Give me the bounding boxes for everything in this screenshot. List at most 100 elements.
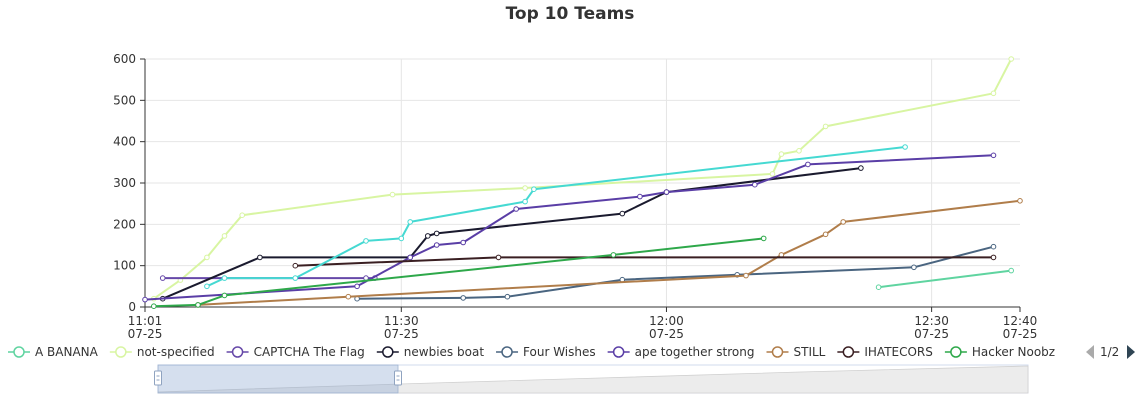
data-point [822,123,829,130]
data-point [911,264,917,271]
data-point [460,239,467,246]
data-point [159,275,166,281]
data-point [778,151,785,157]
data-point [495,254,502,261]
data-point [221,233,228,239]
legend-item[interactable]: not-specified [109,345,215,359]
legend-item[interactable]: CAPTCHA The Flag [226,345,365,359]
legend-pager[interactable]: 1/2 [1086,345,1135,359]
data-point [221,275,228,281]
legend-item[interactable]: A BANANA [8,345,99,359]
data-point [389,191,396,198]
legend-marker [501,346,513,358]
data-point [363,238,369,244]
data-point [292,262,299,269]
zoom-handle-left[interactable] [154,370,162,386]
series-line [162,167,862,300]
data-point [522,198,528,205]
series-lines [142,56,1023,310]
legend-marker [771,346,784,358]
data-point [151,303,157,310]
legend-label: ape together strong [635,345,755,359]
y-tick-label: 500 [113,93,136,107]
data-point [990,254,997,261]
data-point [195,302,201,308]
data-point [796,148,802,154]
data-point [663,189,670,195]
y-tick-label: 300 [113,176,136,190]
pager-label: 1/2 [1100,345,1119,359]
data-point [204,283,210,290]
data-point [354,283,360,290]
y-tick-label: 200 [113,217,136,231]
x-tick-label: 12:40 [1003,314,1038,328]
data-point [257,254,263,261]
data-point [292,275,299,281]
zoom-handle-right[interactable] [394,370,402,386]
x-tick-date-label: 07-25 [914,327,949,341]
legend-item[interactable]: ape together strong [607,345,755,359]
data-point [204,254,210,261]
data-point [637,193,643,200]
x-tick-label: 12:30 [914,314,949,328]
x-tick-label: 12:00 [649,314,684,328]
data-point [769,171,776,177]
series-6 [142,152,997,303]
legend-marker [231,346,244,358]
data-point [760,235,767,242]
data-point [743,272,749,279]
y-tick-label: 600 [113,52,136,66]
legend-marker [950,346,962,358]
data-point [221,292,228,299]
pager-next-icon[interactable] [1127,345,1135,359]
data-point [840,219,847,225]
legend-item[interactable]: IHATECORS [837,345,933,359]
x-tick-date-label: 07-25 [649,327,684,341]
pager-prev-icon[interactable] [1086,345,1094,359]
legend-label: Hacker Noobz [972,345,1055,359]
data-point [752,181,758,188]
legend-item[interactable]: Hacker Noobz [944,345,1055,359]
data-point [425,233,431,239]
data-point [805,161,811,168]
data-point [990,152,997,159]
data-zoom-slider[interactable] [154,364,1029,394]
y-tick-label: 400 [113,135,136,149]
data-point [619,210,626,217]
series-10 [204,144,908,290]
data-point [522,185,528,191]
series-line [295,256,994,267]
y-tick-label: 100 [113,259,136,273]
legend-marker [382,346,394,358]
data-point [531,186,537,192]
legend-item[interactable]: Four Wishes [496,345,596,359]
legend-item[interactable]: newbies boat [376,345,485,359]
legend-label: Four Wishes [523,345,596,359]
x-tick-label: 11:30 [384,314,419,328]
series-1 [875,267,1015,291]
data-point [1017,198,1023,204]
data-point [858,165,864,171]
chart-title: Top 10 Teams [506,4,635,24]
legend-marker [115,346,127,358]
data-point [610,252,617,258]
legend-item[interactable]: STILL [766,345,826,359]
data-point [345,293,352,300]
data-point [398,235,405,242]
y-tick-label: 0 [128,300,136,314]
legend[interactable]: A BANANA not-specified CAPTCHA The Flag new… [8,345,1135,359]
x-tick-date-label: 07-25 [128,327,163,341]
data-point [504,293,511,300]
series-2 [151,56,1015,302]
zoom-selection-window[interactable] [157,364,399,394]
x-tick-date-label: 07-25 [384,327,419,341]
data-point [142,296,148,303]
legend-label: CAPTCHA The Flag [254,345,365,359]
legend-label: A BANANA [35,345,99,359]
handle-grip-icon [154,370,162,386]
data-point [407,219,414,225]
data-point [990,243,997,250]
series-4 [159,165,864,302]
data-point [902,144,908,150]
